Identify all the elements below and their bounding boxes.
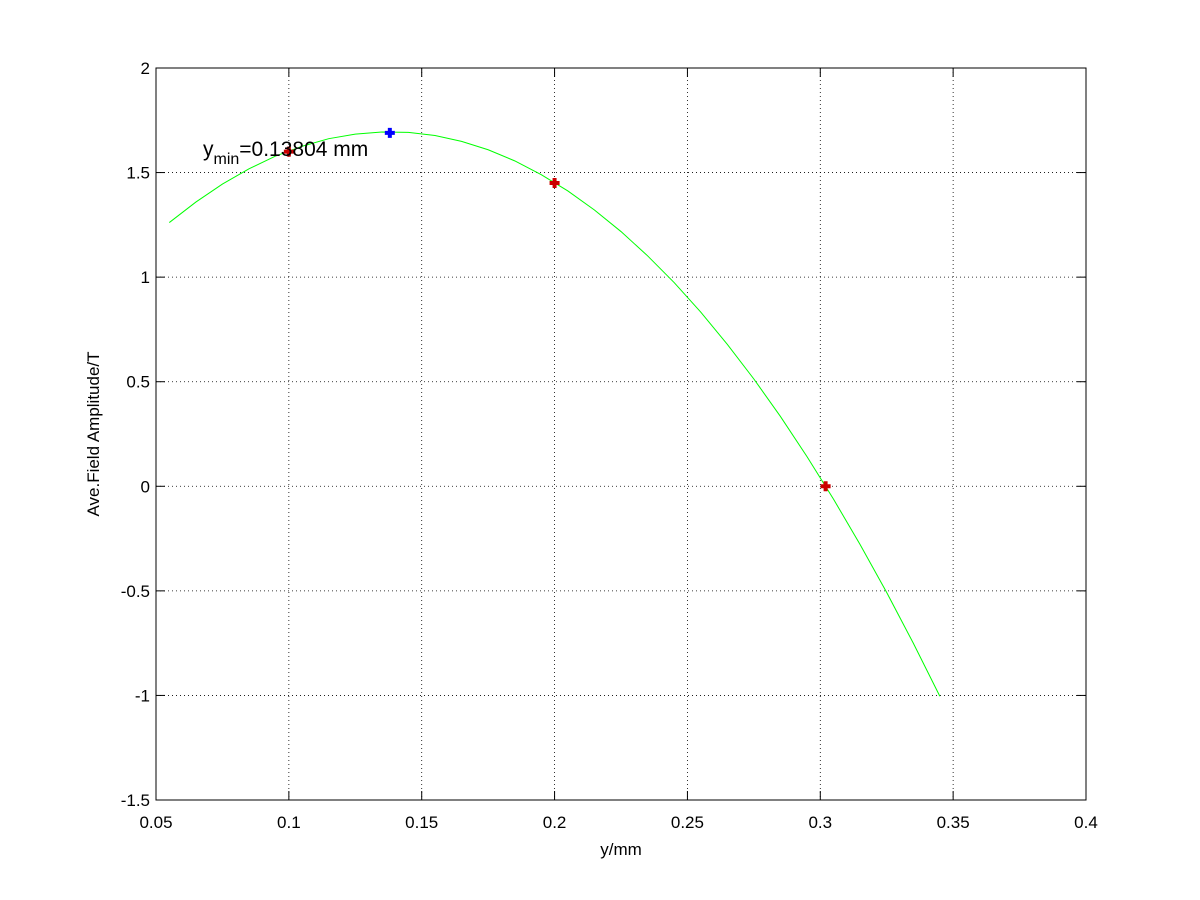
y-tick-label: 2 <box>141 59 150 78</box>
x-tick-label: 0.25 <box>671 813 704 832</box>
y-tick-label: 1.5 <box>126 164 150 183</box>
axes-box <box>155 67 1087 801</box>
annotation-subscript: min <box>214 151 240 168</box>
annotation: ymin=0.13804 mm <box>203 138 368 168</box>
x-tick-label: 0.1 <box>277 813 301 832</box>
x-tick-label: 0.2 <box>543 813 567 832</box>
annotation-base: y <box>203 138 214 161</box>
plot-area <box>156 68 1086 800</box>
x-tick-label: 0.3 <box>808 813 832 832</box>
x-tick-label: 0.4 <box>1074 813 1098 832</box>
data-point <box>820 481 831 492</box>
y-tick-label: -0.5 <box>121 582 150 601</box>
y-tick-label: 0 <box>141 477 150 496</box>
data-point <box>549 178 560 189</box>
y-tick-label: 0.5 <box>126 373 150 392</box>
y-tick-label: -1 <box>135 686 150 705</box>
data-point <box>384 127 395 138</box>
y-axis-label: Ave.Field Amplitude/T <box>84 351 103 516</box>
y-tick-label: -1.5 <box>121 791 150 810</box>
x-tick-label: 0.35 <box>937 813 970 832</box>
y-tick-label: 1 <box>141 268 150 287</box>
x-tick-label: 0.05 <box>139 813 172 832</box>
x-axis-label: y/mm <box>600 840 642 859</box>
x-tick-label: 0.15 <box>405 813 438 832</box>
data-point <box>283 146 294 157</box>
annotation-text: =0.13804 mm <box>239 138 368 161</box>
